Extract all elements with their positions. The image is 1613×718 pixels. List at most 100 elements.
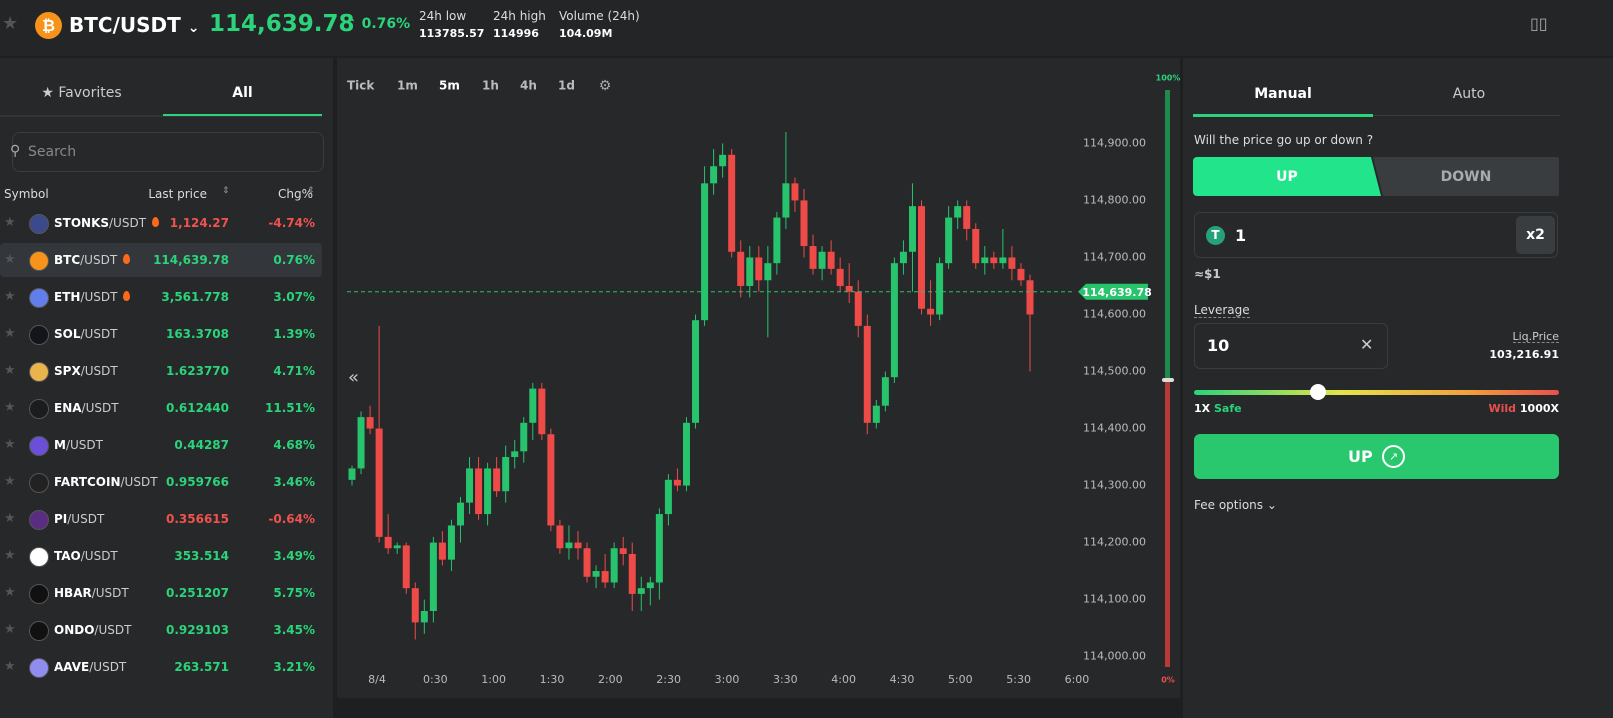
change-value: 0.76%	[361, 16, 411, 32]
symbol[interactable]: SPX/USDT	[54, 365, 118, 377]
change: 3.49%	[273, 549, 315, 563]
candle-body	[565, 542, 573, 549]
range-min: 1X Safe	[1194, 403, 1242, 414]
candle-body	[429, 542, 437, 611]
x-tick-label: 6:00	[1065, 673, 1090, 686]
star[interactable]: ★	[4, 400, 16, 415]
candle-body	[475, 468, 483, 515]
star[interactable]: ★	[4, 215, 16, 230]
star[interactable]: ★	[4, 585, 16, 600]
candle-body	[981, 257, 989, 264]
hot-icon	[152, 217, 160, 227]
interval[interactable]: 5m	[439, 79, 460, 93]
base: TAO	[54, 549, 81, 563]
star[interactable]: ★	[4, 289, 16, 304]
leverage-label: Leverage	[1194, 303, 1250, 318]
interval[interactable]: 1h	[482, 79, 499, 93]
base: SPX	[54, 364, 81, 378]
symbol[interactable]: ETH/USDT	[54, 290, 131, 304]
down-button[interactable]	[1373, 157, 1559, 196]
candle-body	[393, 545, 401, 549]
leverage-box[interactable]	[1194, 323, 1388, 369]
star[interactable]: ★	[2, 13, 19, 34]
symbol[interactable]: ONDO/USDT	[54, 624, 131, 636]
candle-body	[411, 588, 419, 623]
candle-body	[348, 468, 356, 480]
amount-box[interactable]	[1194, 212, 1558, 258]
quote: /USDT	[80, 364, 118, 378]
base: BTC	[69, 13, 113, 37]
symbol[interactable]: ENA/USDT	[54, 402, 119, 414]
symbol[interactable]: HBAR/USDT	[54, 587, 129, 599]
up-label: UP	[1276, 169, 1298, 185]
interval[interactable]: 1m	[397, 79, 418, 93]
symbol[interactable]: AAVE/USDT	[54, 661, 126, 673]
star[interactable]: ★	[4, 437, 16, 452]
symbol[interactable]: PI/USDT	[54, 513, 104, 525]
symbol[interactable]: BTC/USDT	[54, 253, 131, 267]
candle-body	[872, 405, 880, 423]
coin-icon	[29, 510, 49, 530]
x-tick-label: 2:30	[656, 673, 681, 686]
search-box[interactable]	[12, 132, 324, 172]
tab[interactable]: ★ Favorites	[41, 85, 122, 101]
fee-options[interactable]: Fee options ⌄	[1194, 498, 1277, 512]
slider[interactable]	[1194, 390, 1559, 395]
symbol[interactable]: TAO/USDT	[54, 550, 118, 562]
base: SOL	[54, 327, 81, 341]
coin-icon	[29, 288, 49, 308]
star[interactable]: ★	[4, 326, 16, 341]
candle-body	[999, 257, 1007, 264]
last-price: 1.623770	[165, 364, 229, 378]
symbol[interactable]: FARTCOIN/USDT	[54, 476, 158, 488]
change: 1.39%	[273, 327, 315, 341]
candle-body	[701, 183, 709, 321]
search-placeholder: Search	[28, 144, 77, 160]
star[interactable]: ★	[4, 252, 16, 267]
y-tick-label: 114,500.00	[1083, 365, 1146, 378]
candle-body	[601, 571, 609, 583]
settings-icon[interactable]: ⚙	[599, 78, 612, 94]
star[interactable]: ★	[4, 474, 16, 489]
y-tick-label: 114,600.00	[1083, 307, 1146, 320]
change: 3.07%	[273, 290, 315, 304]
symbol[interactable]: M/USDT	[54, 439, 103, 451]
change: 3.45%	[273, 623, 315, 637]
submit-button[interactable]	[1194, 434, 1559, 479]
quote: /USDT	[80, 290, 118, 304]
trade-tab[interactable]: Auto	[1452, 86, 1486, 102]
base: PI	[54, 512, 68, 526]
amount: 1	[1235, 226, 1247, 245]
min: 1X	[1194, 402, 1211, 415]
multiplier[interactable]: x2	[1516, 216, 1555, 254]
chart-panel	[337, 58, 1180, 698]
star[interactable]: ★	[4, 622, 16, 637]
x-tick-label: 5:30	[1006, 673, 1031, 686]
tab[interactable]: All	[232, 85, 253, 101]
symbol[interactable]: SOL/USDT	[54, 328, 118, 340]
coin-icon	[29, 436, 49, 456]
star[interactable]: ★	[4, 511, 16, 526]
candle-body	[827, 251, 835, 269]
star[interactable]: ★	[4, 363, 16, 378]
quote: /USDT	[81, 401, 119, 415]
star[interactable]: ★	[4, 548, 16, 563]
price: 114,639.78	[209, 11, 355, 37]
trade-tab[interactable]: Manual	[1254, 86, 1312, 102]
book-icon[interactable]: ▯▯	[1530, 14, 1548, 33]
interval[interactable]: 4h	[520, 79, 537, 93]
candle-body	[809, 246, 817, 269]
slider-knob[interactable]	[1310, 384, 1326, 400]
base: BTC	[54, 253, 81, 267]
clear-icon[interactable]: ✕	[1360, 335, 1374, 354]
interval[interactable]: Tick	[347, 79, 375, 93]
interval[interactable]: 1d	[558, 79, 575, 93]
star[interactable]: ★	[4, 659, 16, 674]
symbol[interactable]: STONKS/USDT	[54, 217, 160, 229]
header	[0, 0, 1613, 56]
pair[interactable]: BTC/USDT ⌄	[69, 13, 200, 37]
collapse-icon[interactable]: «	[348, 367, 359, 388]
candle-body	[927, 308, 935, 315]
up-button[interactable]	[1193, 157, 1381, 196]
x-tick-label: 1:00	[481, 673, 506, 686]
